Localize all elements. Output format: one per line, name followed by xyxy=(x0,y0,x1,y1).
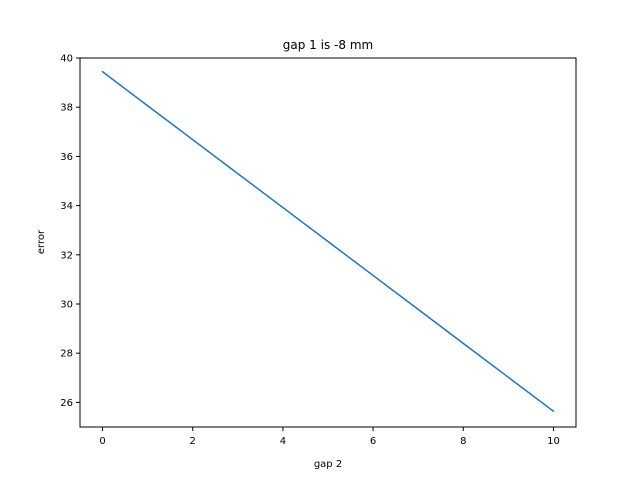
x-tick-label: 0 xyxy=(99,436,105,447)
plot-frame xyxy=(79,57,577,428)
chart-title: gap 1 is -8 mm xyxy=(283,38,373,52)
series-line xyxy=(101,70,555,413)
y-axis: 26 28 30 32 34 36 38 40 xyxy=(60,54,80,409)
x-tick-label: 6 xyxy=(370,436,376,447)
plot-area xyxy=(79,57,577,428)
y-tick-label: 28 xyxy=(60,349,73,360)
x-tick-label: 4 xyxy=(280,436,286,447)
y-tick-label: 26 xyxy=(60,398,73,409)
y-tick-label: 32 xyxy=(60,250,73,261)
series-layer xyxy=(101,70,555,413)
y-tick-label: 34 xyxy=(60,201,73,212)
y-tick-label: 30 xyxy=(60,300,73,311)
y-tick-label: 38 xyxy=(60,103,73,114)
y-axis-label: error xyxy=(36,229,47,254)
y-tick-label: 36 xyxy=(60,152,73,163)
x-axis-label: gap 2 xyxy=(314,459,342,470)
x-tick-label: 8 xyxy=(460,436,466,447)
x-tick-label: 10 xyxy=(547,436,560,447)
y-tick-label: 40 xyxy=(60,54,73,65)
x-tick-label: 2 xyxy=(190,436,196,447)
x-axis: 0 2 4 6 8 10 xyxy=(99,427,560,447)
